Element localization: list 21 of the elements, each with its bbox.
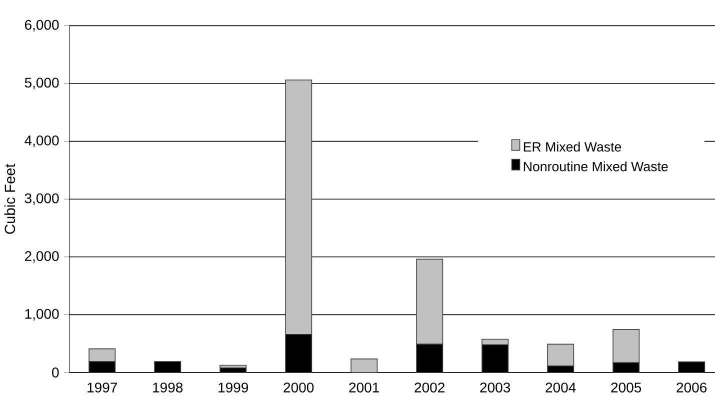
y-tick-label: 2,000 xyxy=(24,251,59,263)
y-tick-label: 0 xyxy=(52,367,59,378)
x-tick-label: 1999 xyxy=(218,382,248,392)
legend-label: Nonroutine Mixed Waste xyxy=(524,161,668,172)
x-tick-label: 2006 xyxy=(676,382,707,392)
y-tick-label: 3,000 xyxy=(24,193,59,205)
y-tick-label: 4,000 xyxy=(24,135,59,147)
x-tick-label: 2002 xyxy=(414,382,444,392)
y-tick-label: 6,000 xyxy=(24,20,59,32)
bar xyxy=(350,358,378,373)
y-tick-label: 5,000 xyxy=(24,78,59,90)
legend-label: ER Mixed Waste xyxy=(524,142,622,152)
x-tick-label: 2004 xyxy=(546,382,576,392)
x-tick-label: 2003 xyxy=(480,382,510,392)
x-tick-label: 2005 xyxy=(611,382,642,392)
y-tick-label: 1,000 xyxy=(25,308,59,320)
x-tick-label: 2001 xyxy=(349,382,379,392)
x-tick-label: 1998 xyxy=(153,382,183,392)
y-axis-title: Cubic Feet xyxy=(4,164,16,234)
x-tick-label: 1997 xyxy=(88,382,117,392)
x-tick-label: 2000 xyxy=(284,382,314,392)
